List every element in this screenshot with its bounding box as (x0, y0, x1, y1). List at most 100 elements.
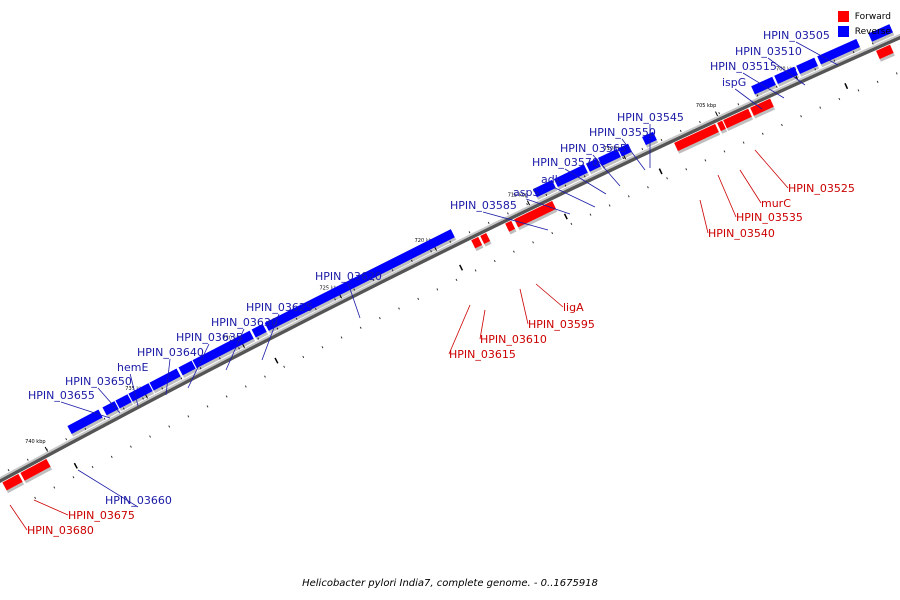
gene-label-hpin-03565[interactable]: HPIN_03565 (560, 142, 627, 155)
forward-gene-arrow (723, 108, 752, 129)
tick-label: 725 kbp (319, 286, 339, 292)
reverse-gene-arrow-shadow (557, 172, 590, 190)
gene-label-hpin-03610[interactable]: HPIN_03610 (480, 333, 547, 346)
forward-gene-arrow-shadow (24, 466, 53, 484)
gene-label-hpin-03515[interactable]: HPIN_03515 (710, 60, 777, 73)
reverse-gene-arrow-bevel (866, 22, 890, 34)
gene-label-hpin-03505[interactable]: HPIN_03505 (763, 29, 830, 42)
outer-tick (225, 395, 228, 398)
leader-line (482, 211, 549, 231)
minor-tick (775, 85, 778, 88)
leader-line (479, 309, 486, 340)
outer-tick (187, 415, 190, 418)
gene-label-hpin-03595[interactable]: HPIN_03595 (528, 318, 595, 331)
outer-tick (895, 72, 898, 75)
minor-tick (142, 397, 144, 400)
leader-line (795, 41, 839, 66)
reverse-gene-arrow-bevel (530, 178, 552, 190)
minor-tick (871, 42, 874, 45)
outer-tick (34, 496, 37, 499)
reverse-gene-arrow-shadow (601, 156, 623, 169)
gene-label-hpin-03635[interactable]: HPIN_03635 (176, 331, 243, 344)
reverse-gene-arrow (597, 148, 621, 166)
minor-tick (65, 438, 68, 441)
gene-label-hpin-03510[interactable]: HPIN_03510 (735, 45, 802, 58)
gene-label-liga[interactable]: ligA (563, 301, 584, 314)
outer-tick (73, 462, 78, 469)
gene-label-adk[interactable]: adk (541, 173, 562, 186)
reverse-gene-arrow-bevel (147, 366, 177, 383)
outer-tick (378, 316, 381, 320)
forward-gene-arrow-shadow (6, 481, 25, 494)
backbone-layer (0, 33, 900, 484)
reverse-gene-arrow (774, 66, 798, 84)
forward-gene-arrow (514, 200, 557, 228)
gene-label-hpin-03640[interactable]: HPIN_03640 (137, 346, 204, 359)
leader-line (550, 185, 596, 208)
outer-tick (398, 307, 400, 310)
outer-tick (513, 250, 515, 253)
reverse-gene-arrow (585, 158, 601, 172)
minor-tick (449, 240, 452, 243)
minor-tick (506, 212, 509, 215)
gene-label-hpin-03660[interactable]: HPIN_03660 (105, 494, 172, 507)
minor-tick (84, 427, 87, 431)
gene-label-asps[interactable]: aspS (513, 186, 539, 199)
gene-label-hpin-03650[interactable]: HPIN_03650 (65, 375, 132, 388)
gene-label-hpin-03585[interactable]: HPIN_03585 (450, 199, 517, 212)
reverse-gene-arrow (642, 131, 657, 146)
outer-tick (436, 288, 439, 291)
outer-tick (459, 264, 464, 271)
gene-label-hpin-03570[interactable]: HPIN_03570 (532, 156, 599, 169)
legend-reverse-label: Reverse (854, 26, 891, 37)
forward-gene-arrow (2, 473, 23, 491)
minor-tick (641, 147, 644, 151)
minor-tick (660, 138, 663, 142)
gene-label-hpin-03545[interactable]: HPIN_03545 (617, 111, 684, 124)
minor-tick (103, 417, 106, 420)
gene-label-hpin-03625[interactable]: HPIN_03625 (246, 301, 313, 314)
gene-label-hpin-03550[interactable]: HPIN_03550 (589, 126, 656, 139)
outer-tick (704, 159, 707, 162)
minor-tick (257, 337, 260, 340)
leader-line (754, 149, 789, 189)
gene-label-hpin-03675[interactable]: HPIN_03675 (68, 509, 135, 522)
outer-tick (493, 259, 496, 263)
outer-tick (72, 476, 75, 479)
gene-label-heme[interactable]: hemE (117, 361, 148, 374)
gene-label-hpin-03535[interactable]: HPIN_03535 (736, 211, 803, 224)
legend-forward-label: Forward (854, 11, 891, 22)
gene-label-hpin-03680[interactable]: HPIN_03680 (27, 524, 94, 537)
leader-line (621, 138, 646, 171)
reverse-gene-arrow (102, 401, 119, 416)
reverse-gene-arrow-shadow (621, 151, 634, 160)
forward-gene-arrow-shadow (484, 241, 492, 247)
outer-tick (589, 213, 592, 216)
minor-tick (276, 327, 279, 330)
gene-label-hpin-03630[interactable]: HPIN_03630 (211, 316, 278, 329)
gene-label-hpin-03615[interactable]: HPIN_03615 (449, 348, 516, 361)
leader-line (347, 282, 361, 319)
leader-line (526, 198, 571, 215)
outer-tick (417, 297, 420, 301)
gene-label-hpin-03620[interactable]: HPIN_03620 (315, 270, 382, 283)
outer-tick (761, 132, 764, 135)
minor-tick (699, 120, 701, 124)
minor-tick (468, 231, 471, 234)
forward-gene-arrow-shadow (726, 116, 754, 132)
gene-label-hpin-03655[interactable]: HPIN_03655 (28, 389, 95, 402)
leader-line (97, 387, 121, 414)
gene-label-ispg[interactable]: ispG (722, 76, 746, 89)
gene-label-hpin-03540[interactable]: HPIN_03540 (708, 227, 775, 240)
reverse-gene-arrow-shadow (196, 338, 256, 371)
gene-label-murc[interactable]: murC (761, 197, 791, 210)
reverse-gene-arrow-bevel (262, 227, 451, 323)
gene-label-hpin-03525[interactable]: HPIN_03525 (788, 182, 855, 195)
minor-tick (814, 68, 817, 71)
leader-line (699, 199, 709, 234)
outer-tick (91, 465, 94, 469)
outer-tick (274, 357, 279, 364)
forward-gene-arrow-shadow (720, 128, 728, 134)
outer-tick (627, 195, 630, 198)
reverse-gene-arrow-bevel (794, 55, 815, 66)
